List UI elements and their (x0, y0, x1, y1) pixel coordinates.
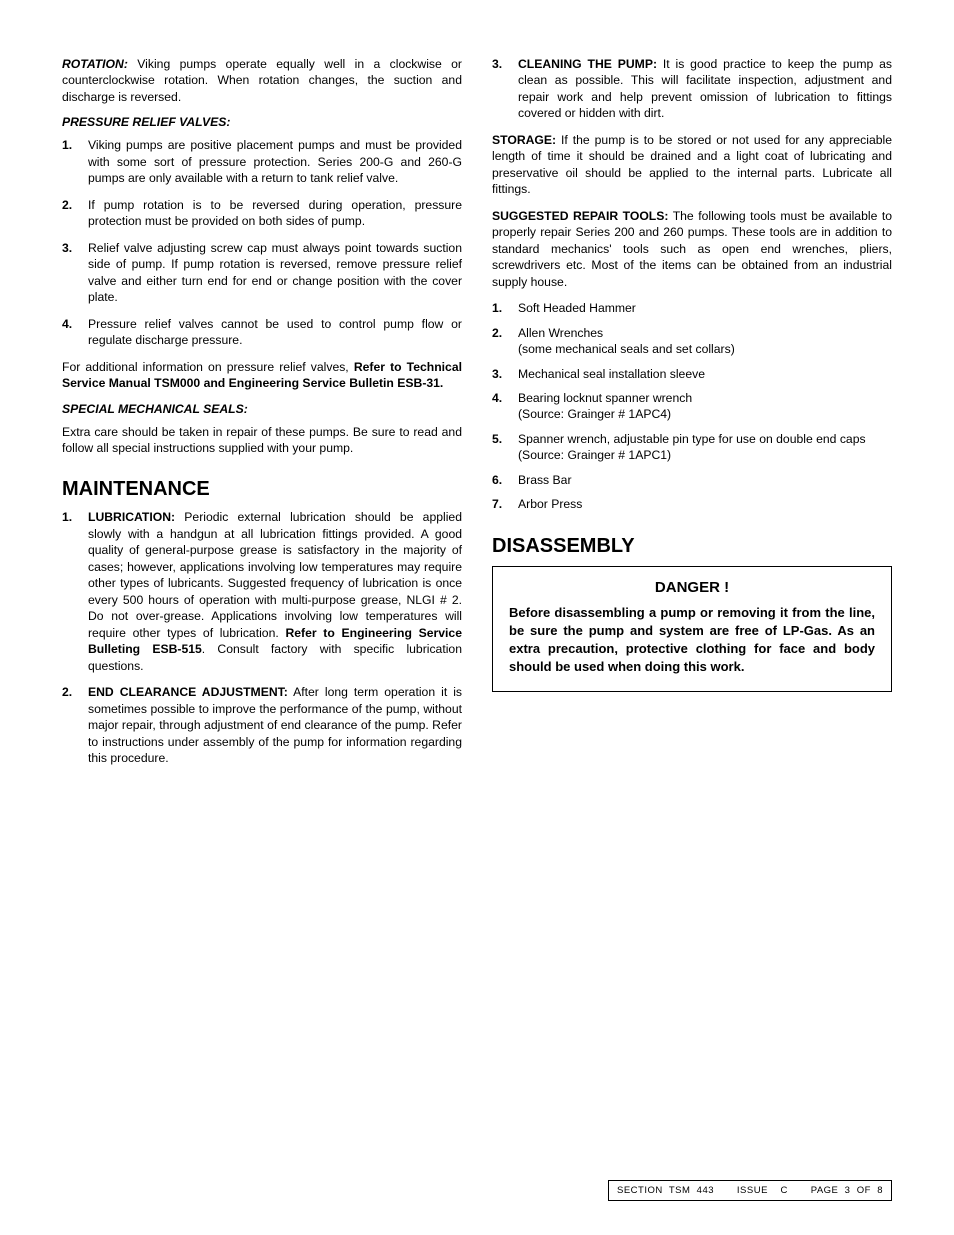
tool-main: Allen Wrenches (518, 326, 603, 340)
right-column: CLEANING THE PUMP: It is good practice t… (492, 56, 892, 776)
maintenance-text-pre: Periodic external lubrication should be … (88, 510, 462, 639)
disassembly-heading: DISASSEMBLY (492, 535, 892, 558)
cleaning-lead: CLEANING THE PUMP: (518, 57, 657, 71)
prv-list: Viking pumps are positive placement pump… (62, 137, 462, 348)
danger-title: DANGER ! (509, 579, 875, 596)
tool-note: (some mechanical seals and set collars) (518, 341, 892, 357)
left-column: ROTATION: Viking pumps operate equally w… (62, 56, 462, 776)
prv-item: Relief valve adjusting screw cap must al… (62, 240, 462, 306)
rotation-paragraph: ROTATION: Viking pumps operate equally w… (62, 56, 462, 105)
tool-main: Spanner wrench, adjustable pin type for … (518, 432, 866, 462)
maintenance-lead: END CLEARANCE ADJUSTMENT: (88, 685, 288, 699)
prv-note-pre: For additional information on pressure r… (62, 360, 354, 374)
sms-heading: SPECIAL MECHANICAL SEALS: (62, 402, 462, 416)
tool-main: Soft Headed Hammer (518, 301, 636, 315)
tool-main: Brass Bar (518, 473, 572, 487)
tool-main: Bearing locknut spanner wrench (518, 391, 692, 405)
rotation-label: ROTATION: (62, 57, 128, 71)
document-page: ROTATION: Viking pumps operate equally w… (0, 0, 954, 1235)
storage-paragraph: STORAGE: If the pump is to be stored or … (492, 132, 892, 198)
tool-item: Soft Headed Hammer (492, 300, 892, 316)
maintenance-list: LUBRICATION: Periodic external lubricati… (62, 509, 462, 766)
prv-item: If pump rotation is to be reversed durin… (62, 197, 462, 230)
footer-page: PAGE 3 OF 8 (811, 1185, 883, 1196)
tool-main: Arbor Press (518, 497, 582, 511)
maintenance-lead: LUBRICATION: (88, 510, 175, 524)
footer-box: SECTION TSM 443 ISSUE C PAGE 3 OF 8 (608, 1180, 892, 1201)
footer-section: SECTION TSM 443 (617, 1185, 714, 1196)
footer-issue: ISSUE C (737, 1185, 788, 1196)
maintenance-item: LUBRICATION: Periodic external lubricati… (62, 509, 462, 674)
sms-text: Extra care should be taken in repair of … (62, 424, 462, 457)
tools-intro-paragraph: SUGGESTED REPAIR TOOLS: The following to… (492, 208, 892, 290)
danger-box: DANGER ! Before disassembling a pump or … (492, 566, 892, 692)
cleaning-item: CLEANING THE PUMP: It is good practice t… (492, 56, 892, 122)
tool-item: Bearing locknut spanner wrench(Source: G… (492, 390, 892, 423)
prv-reference-note: For additional information on pressure r… (62, 359, 462, 392)
tool-item: Mechanical seal installation sleeve (492, 366, 892, 382)
tool-item: Brass Bar (492, 472, 892, 488)
prv-heading: PRESSURE RELIEF VALVES: (62, 115, 462, 129)
tool-main: Mechanical seal installation sleeve (518, 367, 705, 381)
tool-note: (Source: Grainger # 1APC4) (518, 406, 892, 422)
danger-body: Before disassembling a pump or removing … (509, 604, 875, 677)
two-column-layout: ROTATION: Viking pumps operate equally w… (62, 56, 892, 776)
tool-item: Spanner wrench, adjustable pin type for … (492, 431, 892, 464)
tools-list: Soft Headed Hammer Allen Wrenches(some m… (492, 300, 892, 513)
prv-item: Viking pumps are positive placement pump… (62, 137, 462, 186)
maintenance-heading: MAINTENANCE (62, 478, 462, 501)
tool-item: Allen Wrenches(some mechanical seals and… (492, 325, 892, 358)
prv-item: Pressure relief valves cannot be used to… (62, 316, 462, 349)
tool-item: Arbor Press (492, 496, 892, 512)
storage-label: STORAGE: (492, 133, 556, 147)
maintenance-item: END CLEARANCE ADJUSTMENT: After long ter… (62, 684, 462, 766)
tools-intro-label: SUGGESTED REPAIR TOOLS: (492, 209, 668, 223)
cleaning-list: CLEANING THE PUMP: It is good practice t… (492, 56, 892, 122)
